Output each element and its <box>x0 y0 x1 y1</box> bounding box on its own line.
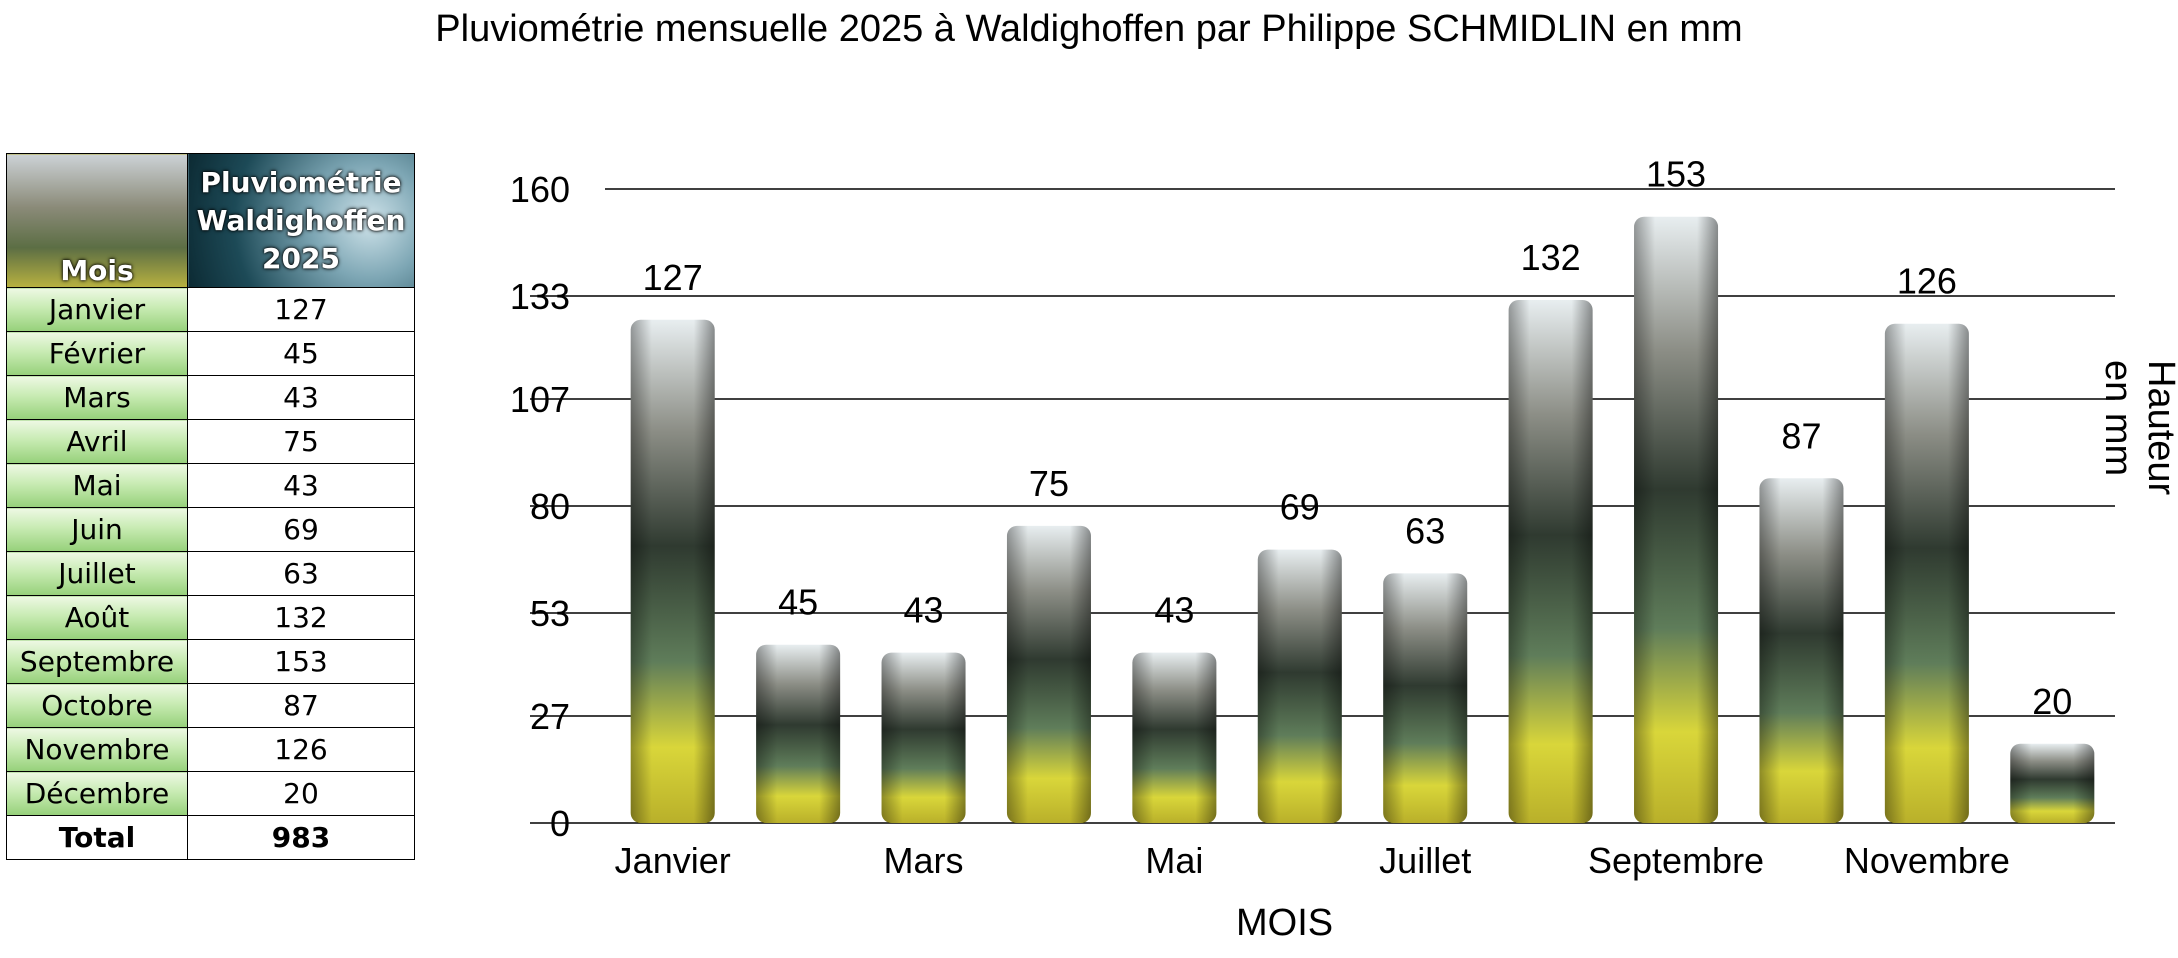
y-axis-title: Hauteur en mm <box>2097 360 2178 496</box>
rainfall-table: Mois Pluviométrie Waldighoffen 2025 Janv… <box>6 153 415 860</box>
table-row: Décembre 20 <box>6 771 415 816</box>
month-cell: Janvier <box>6 287 188 332</box>
total-value: 983 <box>187 815 415 860</box>
data-label: 75 <box>1029 463 1069 504</box>
chart-title: Pluviométrie mensuelle 2025 à Waldighoff… <box>435 8 1743 50</box>
x-tick-label: Septembre <box>1588 840 1764 881</box>
table-row: Mai 43 <box>6 463 415 508</box>
x-tick-label: Mars <box>884 840 964 881</box>
month-cell: Juin <box>6 507 188 552</box>
rainfall-value-cell: 127 <box>187 287 415 332</box>
table-row: Septembre 153 <box>6 639 415 684</box>
rainfall-value-cell: 63 <box>187 551 415 596</box>
month-cell: Février <box>6 331 188 376</box>
y-tick-label: 133 <box>510 276 570 317</box>
bar-shading <box>1132 652 1217 823</box>
y-tick-label: 160 <box>510 169 570 210</box>
bar-shading <box>1759 478 1844 823</box>
table-row: Janvier 127 <box>6 287 415 332</box>
data-label: 153 <box>1646 154 1706 195</box>
rainfall-header-line: 2025 <box>262 241 340 275</box>
bar-shading <box>1508 299 1593 823</box>
month-cell: Novembre <box>6 727 188 772</box>
data-label: 20 <box>2032 681 2072 722</box>
x-tick-label: Novembre <box>1844 840 2010 881</box>
table-body: Janvier 127 Février 45 Mars 43 Avril 75 Mai 43 Jui… <box>6 287 415 860</box>
x-tick-label: Janvier <box>615 840 731 881</box>
data-label: 45 <box>778 582 818 623</box>
x-axis-title: MOIS <box>1236 902 1334 944</box>
data-label: 127 <box>643 257 703 298</box>
bar-shading <box>756 644 841 823</box>
data-label: 69 <box>1280 487 1320 528</box>
rainfall-header-line: Waldighoffen <box>196 203 406 237</box>
total-label: Total <box>6 815 188 860</box>
rainfall-header-line: Pluviométrie <box>200 165 402 199</box>
rainfall-value-cell: 43 <box>187 375 415 420</box>
month-cell: Avril <box>6 419 188 464</box>
rainfall-value-cell: 132 <box>187 595 415 640</box>
rainfall-value-cell: 20 <box>187 771 415 816</box>
data-label: 132 <box>1521 237 1581 278</box>
bar-shading <box>1383 573 1468 823</box>
total-row: Total 983 <box>6 815 415 860</box>
bar-shading <box>2010 743 2095 823</box>
table-row: Mars 43 <box>6 375 415 420</box>
table-header-row: Mois Pluviométrie Waldighoffen 2025 <box>6 153 415 288</box>
bar-shading <box>1257 549 1342 823</box>
rainfall-value-cell: 87 <box>187 683 415 728</box>
table-row: Août 132 <box>6 595 415 640</box>
bar-shading <box>1006 525 1091 823</box>
rainfall-value-cell: 75 <box>187 419 415 464</box>
y-tick-label: 0 <box>550 803 570 844</box>
rainfall-value-cell: 153 <box>187 639 415 684</box>
table-row: Octobre 87 <box>6 683 415 728</box>
bar-shading <box>630 319 715 823</box>
month-cell: Juillet <box>6 551 188 596</box>
bar-shading <box>881 652 966 823</box>
x-tick-label: Mai <box>1145 840 1203 881</box>
rainfall-value-cell: 126 <box>187 727 415 772</box>
month-cell: Mai <box>6 463 188 508</box>
data-label: 126 <box>1897 261 1957 302</box>
table-row: Juin 69 <box>6 507 415 552</box>
data-label: 43 <box>904 590 944 631</box>
month-cell: Octobre <box>6 683 188 728</box>
rainfall-value-cell: 43 <box>187 463 415 508</box>
rainfall-value-cell: 45 <box>187 331 415 376</box>
y-tick-label: 53 <box>530 593 570 634</box>
y-tick-label: 80 <box>530 486 570 527</box>
data-label: 63 <box>1405 510 1445 551</box>
data-label: 43 <box>1154 590 1194 631</box>
bar-shading <box>1634 216 1719 824</box>
month-cell: Septembre <box>6 639 188 684</box>
table-row: Novembre 126 <box>6 727 415 772</box>
y-tick-label: 27 <box>530 696 570 737</box>
rainfall-column-header: Pluviométrie Waldighoffen 2025 <box>187 153 415 288</box>
table-row: Février 45 <box>6 331 415 376</box>
x-tick-label: Juillet <box>1379 840 1471 881</box>
y-tick-label: 107 <box>510 379 570 420</box>
table-row: Juillet 63 <box>6 551 415 596</box>
month-column-header: Mois <box>6 153 188 288</box>
bar-shading <box>1884 323 1969 823</box>
data-label: 87 <box>1781 415 1821 456</box>
table-row: Avril 75 <box>6 419 415 464</box>
